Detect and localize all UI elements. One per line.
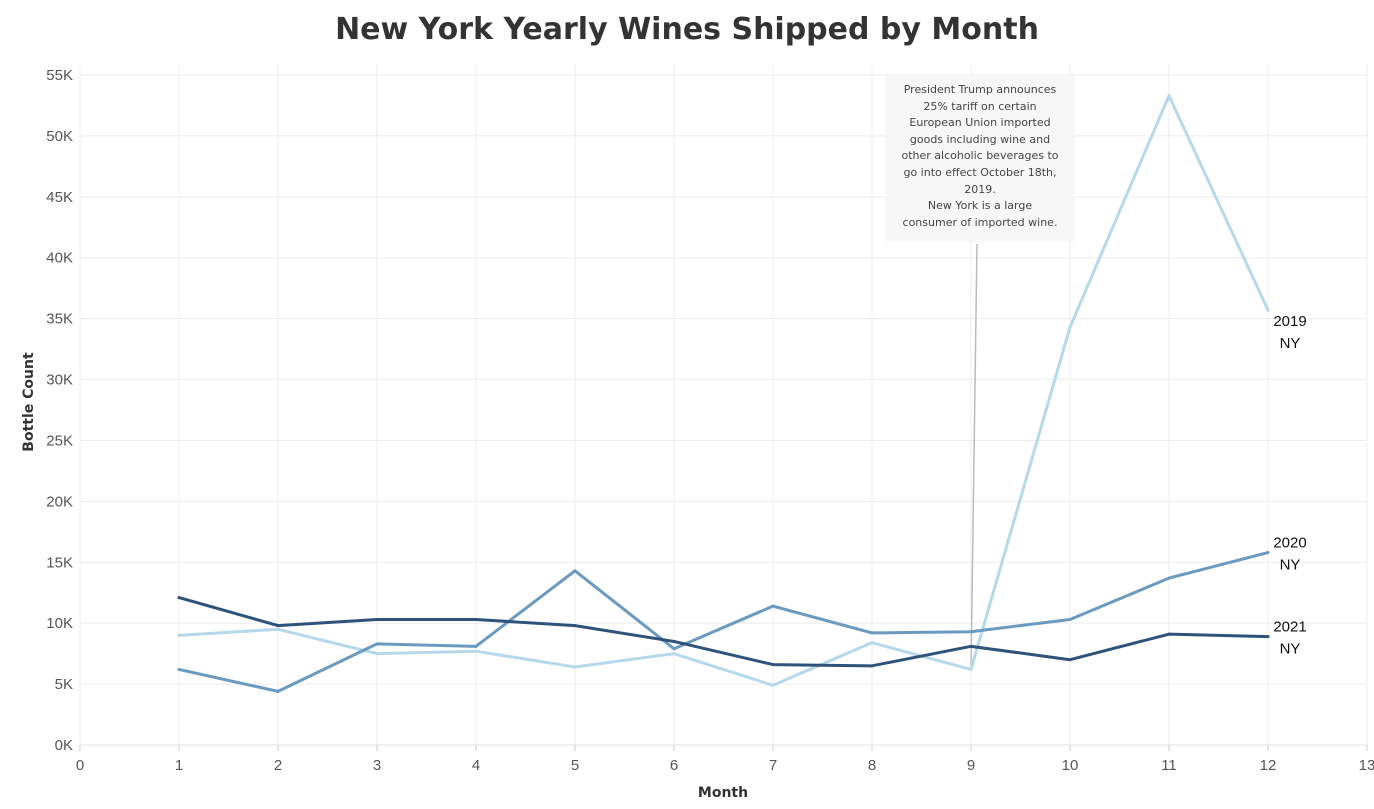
data-point [573, 624, 577, 628]
x-tick-label: 12 [1260, 757, 1277, 774]
y-tick-label: 45K [46, 189, 73, 206]
y-axis-ticks: 0K 5K 10K 15K 20K 25K 30K 35K 40K 45K 50K 55K [46, 67, 73, 754]
data-point [1167, 576, 1171, 580]
data-point [1266, 551, 1270, 555]
data-point [1167, 632, 1171, 636]
annotation-line: President Trump announces [903, 83, 1057, 96]
y-tick-label: 55K [46, 67, 73, 84]
data-point [870, 641, 874, 645]
annotation-line: 2019. [964, 182, 996, 196]
gridlines [79, 65, 1368, 746]
x-tick-label: 7 [769, 757, 777, 774]
x-tick-label: 2 [274, 757, 282, 774]
data-point [177, 667, 181, 671]
annotation-line: go into effect October 18th, [903, 165, 1057, 179]
data-point [1266, 635, 1270, 639]
data-point [1068, 618, 1072, 622]
data-point [474, 644, 478, 648]
data-point [573, 665, 577, 669]
series-line-2020 [177, 551, 1270, 693]
data-point [870, 631, 874, 635]
series-label: 2020 [1273, 535, 1306, 552]
x-tick-label: 13 [1359, 757, 1374, 774]
annotation-line: New York is a large [927, 199, 1033, 213]
annotation-line: European Union imported [909, 116, 1051, 130]
annotation-line: goods including wine and [909, 132, 1051, 146]
series-label: 2021 [1273, 619, 1306, 636]
x-tick-label: 1 [175, 757, 183, 774]
data-point [1068, 658, 1072, 662]
y-tick-label: 50K [46, 128, 73, 145]
y-tick-label: 10K [46, 615, 73, 632]
x-axis-label: Month [698, 785, 748, 801]
data-point [870, 664, 874, 668]
y-axis-label: Bottle Count [21, 352, 37, 452]
series-label: NY [1280, 335, 1301, 352]
data-point [969, 644, 973, 648]
data-point [474, 649, 478, 653]
series-label: 2019 [1273, 313, 1306, 330]
x-tick-label: 11 [1161, 757, 1177, 774]
y-tick-label: 0K [55, 737, 73, 754]
data-point [177, 633, 181, 637]
data-point [672, 639, 676, 643]
data-point [474, 618, 478, 622]
y-tick-label: 35K [46, 311, 73, 328]
y-tick-label: 40K [46, 250, 73, 267]
x-tick-label: 9 [967, 757, 975, 774]
data-point [1167, 94, 1171, 98]
data-point [177, 596, 181, 600]
annotation-callout: President Trump announces 25% tariff on c… [886, 74, 1074, 242]
annotation-line: 25% tariff on certain [923, 99, 1037, 113]
series-lines [177, 94, 1270, 693]
series-label: NY [1280, 641, 1301, 658]
data-point [969, 630, 973, 634]
y-tick-label: 30K [46, 372, 73, 389]
annotation-leader-line [970, 243, 978, 670]
x-tick-label: 5 [571, 757, 579, 774]
data-point [771, 604, 775, 608]
y-tick-label: 15K [46, 554, 73, 571]
series-line-2021 [177, 596, 1270, 668]
chart-title: New York Yearly Wines Shipped by Month [335, 12, 1039, 47]
y-tick-label: 5K [55, 676, 73, 693]
y-tick-label: 20K [46, 493, 73, 510]
y-tick-label: 25K [46, 432, 73, 449]
series-line-2019 [177, 94, 1270, 687]
data-point [276, 689, 280, 693]
x-tick-label: 0 [76, 757, 84, 774]
data-point [1266, 308, 1270, 312]
x-tick-label: 10 [1062, 757, 1079, 774]
annotation-line: other alcoholic beverages to [901, 149, 1059, 163]
data-point [771, 663, 775, 667]
data-point [375, 652, 379, 656]
data-point [375, 618, 379, 622]
data-point [771, 683, 775, 687]
data-point [672, 652, 676, 656]
data-point [375, 642, 379, 646]
series-labels: 2019 NY 2020 NY 2021 NY [1273, 313, 1306, 657]
x-tick-label: 4 [472, 757, 480, 774]
data-point [672, 647, 676, 651]
data-point [1068, 325, 1072, 329]
x-axis-ticks: 0 1 2 3 4 5 6 7 8 9 10 11 12 13 [76, 745, 1374, 774]
annotation-line: consumer of imported wine. [902, 215, 1058, 229]
x-tick-label: 3 [373, 757, 381, 774]
x-tick-label: 8 [868, 757, 876, 774]
data-point [276, 627, 280, 631]
series-label: NY [1280, 557, 1301, 574]
data-point [276, 624, 280, 628]
data-point [969, 667, 973, 671]
data-point [573, 569, 577, 573]
x-tick-label: 6 [670, 757, 678, 774]
